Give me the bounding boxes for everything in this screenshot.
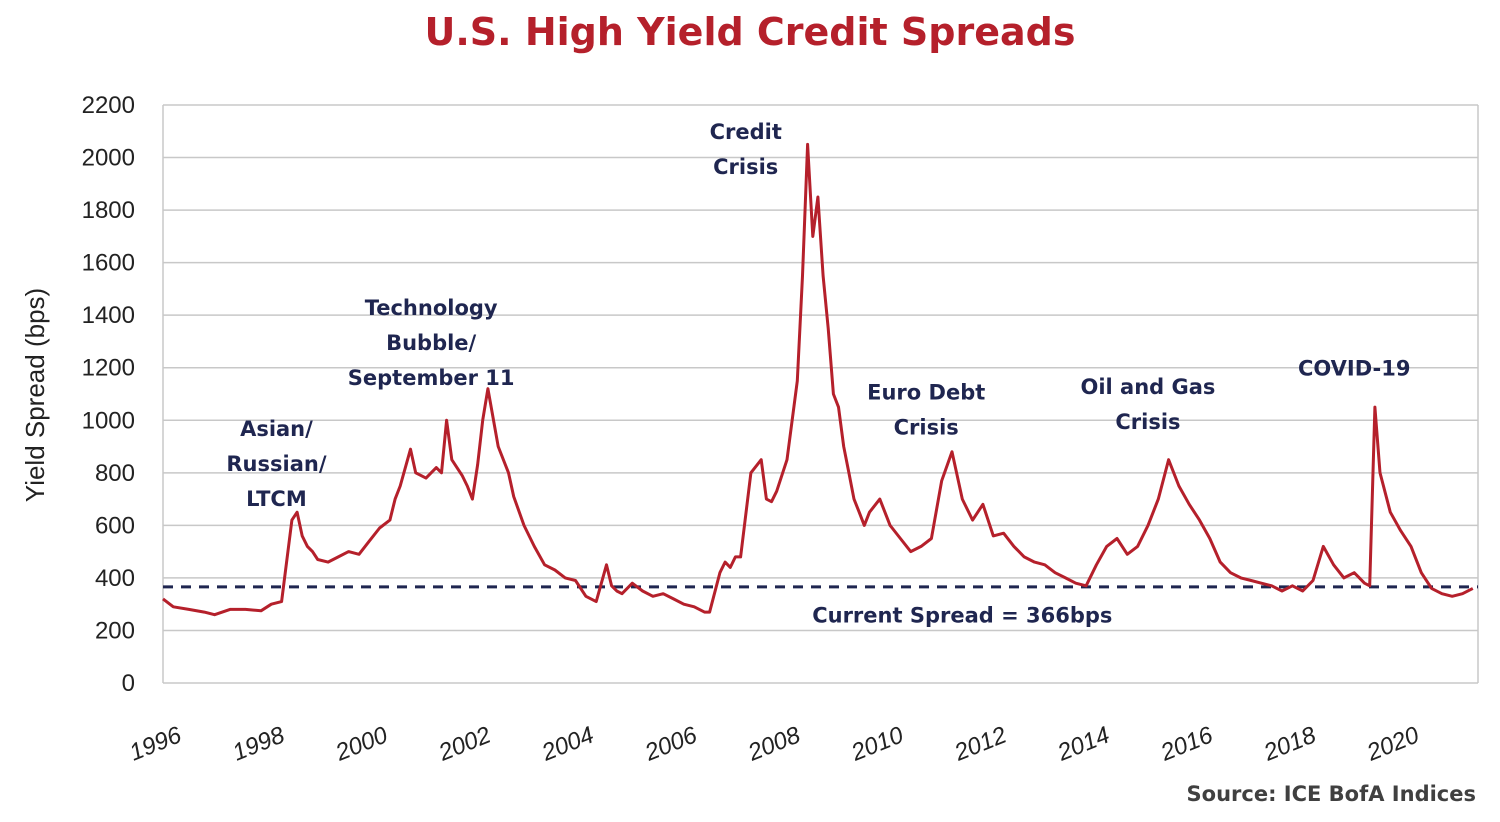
y-tick-label: 600 (95, 512, 135, 539)
x-tick-label: 2000 (331, 721, 392, 767)
annotation-label: Euro Debt (867, 380, 985, 404)
annotation-label: Asian/ (240, 417, 313, 441)
x-tick-label: 2012 (950, 722, 1011, 767)
annotation-label: Crisis (1115, 410, 1180, 434)
spread-series-line (162, 142, 1474, 617)
y-tick-label: 1200 (82, 355, 135, 382)
x-tick-label: 2004 (537, 722, 598, 767)
annotations: Asian/Russian/LTCM Technology Bubble/Septe… (226, 120, 1410, 627)
y-axis-label: Yield Spread (bps) (20, 288, 50, 502)
x-tick-label: 2020 (1362, 721, 1423, 767)
x-tick-label: 2008 (744, 721, 805, 767)
x-tick-label: 2006 (640, 721, 701, 767)
y-tick-label: 2000 (82, 145, 135, 172)
annotation-label: COVID-19 (1298, 357, 1411, 381)
x-tick-label: 2016 (1156, 721, 1217, 767)
x-tick-label: 2002 (434, 722, 495, 767)
source-note: Source: ICE BofA Indices (1186, 782, 1476, 806)
x-tick-label: 2018 (1259, 721, 1320, 767)
annotation-label: September 11 (348, 366, 515, 390)
x-tick-label: 2010 (847, 721, 908, 767)
annotation-label: Technology (365, 296, 498, 320)
annotation-label: LTCM (246, 487, 307, 511)
x-axis-ticks: 1996 1998 2000 2002 2004 2006 2008 2010 2012 2014… (126, 721, 1424, 767)
annotation-label: Credit (710, 120, 782, 144)
grid-lines (162, 104, 1479, 684)
annotation-label: Oil and Gas (1080, 375, 1215, 399)
y-tick-label: 1400 (82, 302, 135, 329)
annotation-label: Current Spread = 366bps (812, 604, 1112, 628)
y-tick-label: 0 (122, 670, 135, 697)
annotation-label: Bubble/ (386, 331, 476, 355)
y-tick-label: 1000 (82, 407, 135, 434)
x-tick-label: 1998 (229, 721, 289, 766)
y-tick-label: 200 (95, 617, 135, 644)
x-tick-label: 2014 (1053, 722, 1114, 767)
y-tick-label: 800 (95, 460, 135, 487)
annotation-label: Crisis (713, 155, 778, 179)
y-tick-label: 2200 (82, 92, 135, 119)
annotation-label: Crisis (894, 415, 959, 439)
x-tick-label: 1996 (126, 721, 186, 766)
annotation-label: Russian/ (226, 452, 326, 476)
y-tick-label: 400 (95, 565, 135, 592)
chart-title: U.S. High Yield Credit Spreads (424, 10, 1076, 54)
y-tick-label: 1600 (82, 250, 135, 277)
y-axis-ticks: 0 200 400 600 800 1000 1200 1400 1600 1800 2000 220… (82, 92, 135, 697)
y-tick-label: 1800 (82, 197, 135, 224)
